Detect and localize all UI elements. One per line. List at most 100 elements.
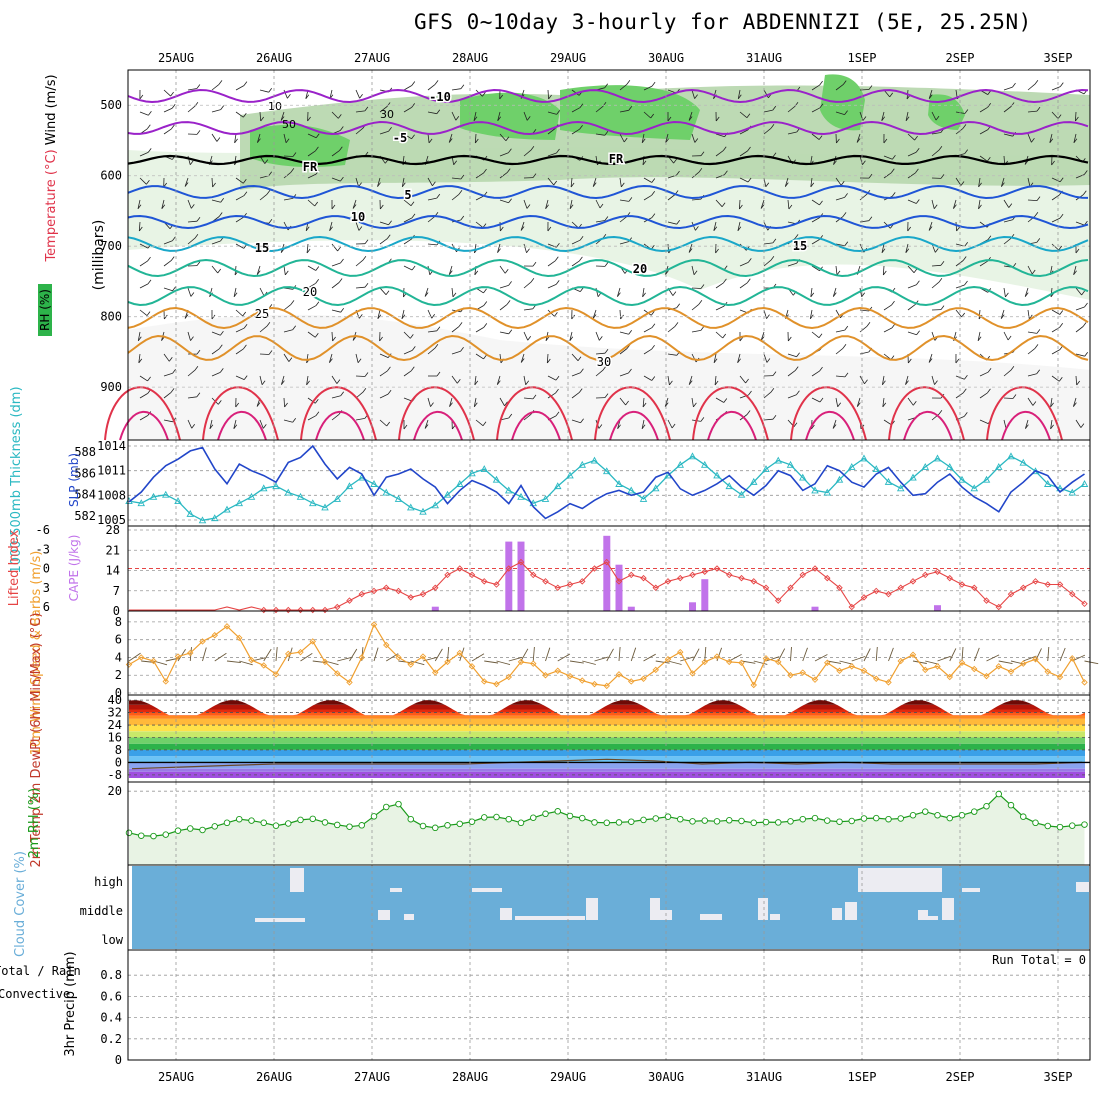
wind-barb xyxy=(233,292,238,298)
wind-barb xyxy=(340,176,344,182)
wind-barb xyxy=(835,111,845,115)
surface-temp-contour xyxy=(202,386,279,441)
wind-barb-10m xyxy=(875,646,878,662)
temperature-contour xyxy=(127,120,1089,136)
wind-barb xyxy=(698,300,703,305)
wind-barb xyxy=(1001,177,1005,187)
wind-barb xyxy=(187,331,191,341)
temperature-contour xyxy=(127,235,1089,253)
wind-barb xyxy=(859,155,863,165)
rh2m-point xyxy=(566,812,574,820)
wind-barb xyxy=(960,181,965,186)
wind-barb xyxy=(912,401,917,406)
wind-barb xyxy=(715,331,723,339)
wind-barb xyxy=(955,358,960,364)
wind-barb xyxy=(281,380,285,385)
lifted-index-point xyxy=(762,584,770,591)
rh-contour-label: 50 xyxy=(282,118,296,131)
rh2m-area xyxy=(129,794,1085,865)
wind-barb-10m xyxy=(349,648,358,662)
wind-speed-point xyxy=(248,656,255,664)
wind-barb xyxy=(259,419,264,429)
wind-barb xyxy=(306,248,311,254)
wind-barb xyxy=(497,116,502,121)
wind-barb xyxy=(523,413,532,421)
temperature-contours xyxy=(104,88,1089,441)
wind-barb xyxy=(217,400,222,405)
wind-speed-point xyxy=(1056,673,1064,681)
wind-barb xyxy=(355,127,364,135)
wind-barb xyxy=(793,422,798,427)
temp-tick: 24 xyxy=(108,718,122,732)
wind-barb xyxy=(978,177,981,187)
wind-barb xyxy=(1001,182,1005,187)
wind-barb xyxy=(211,199,221,203)
lifted-index-point xyxy=(713,565,721,572)
wind-barb xyxy=(579,124,583,130)
wind-barb xyxy=(811,397,821,403)
wind-barb xyxy=(1073,270,1077,275)
wind-barb xyxy=(1003,86,1013,91)
wind-barb xyxy=(170,91,174,97)
rh2m-point xyxy=(358,822,366,829)
wind-barb xyxy=(307,265,316,271)
wind-barb xyxy=(987,235,992,240)
wind-barb xyxy=(332,336,336,342)
wind-barb xyxy=(881,248,886,254)
wind-barb xyxy=(859,220,869,223)
wind-speed-point xyxy=(493,680,500,688)
wind-barb xyxy=(139,283,149,289)
wind-barb xyxy=(352,336,357,341)
cloud-gap xyxy=(515,916,585,920)
wind-speed-point xyxy=(370,621,378,628)
temp-band xyxy=(129,725,1085,732)
wind-speed-point xyxy=(824,659,831,667)
wind-barb xyxy=(451,326,460,333)
wind-barb xyxy=(979,106,988,113)
wind-barb xyxy=(931,199,935,209)
wind-barb xyxy=(147,148,152,153)
wind-speed-point xyxy=(1007,668,1015,675)
wind-barb xyxy=(260,116,265,122)
wind-barb xyxy=(604,216,609,221)
wind-barb xyxy=(555,375,560,381)
wind-barb xyxy=(642,270,646,276)
wind-barb xyxy=(290,300,295,305)
y-axis-pressure-label: (millibars) xyxy=(91,220,107,291)
temperature-contour-label: 5 xyxy=(404,188,411,202)
wind-barb xyxy=(452,292,457,298)
wind-barb xyxy=(138,353,141,363)
wind-barb xyxy=(763,242,773,245)
wind-barb xyxy=(978,199,981,209)
wind-barb xyxy=(934,248,939,253)
wind-barb xyxy=(234,155,237,165)
wind-barb xyxy=(411,81,416,86)
wind-barb xyxy=(905,248,910,253)
wind-barb xyxy=(189,160,194,165)
wind-barb xyxy=(571,392,580,399)
x-day-label-top: 26AUG xyxy=(256,51,292,65)
wind-barb xyxy=(401,182,406,188)
wind-barb xyxy=(460,347,464,352)
wind-barb xyxy=(187,369,196,377)
wind-barb xyxy=(882,397,885,407)
lifted-index-point xyxy=(1081,600,1088,608)
lifted-index-point xyxy=(346,597,353,604)
wind-barb xyxy=(427,197,437,201)
temp-tick: -8 xyxy=(108,768,122,782)
wind-barb xyxy=(745,378,749,384)
wind-barb-10m xyxy=(851,656,866,662)
surface-temp-contour xyxy=(707,410,757,441)
wind-barb xyxy=(190,204,195,209)
wind-barb xyxy=(667,353,677,356)
wind-barb xyxy=(723,398,728,403)
wind-speed-point xyxy=(211,631,218,639)
wind-barb xyxy=(379,204,384,210)
rh2m-point xyxy=(1020,813,1027,820)
wind-barb xyxy=(499,172,508,179)
wind-barb xyxy=(592,314,597,319)
wind-speed-point xyxy=(505,673,512,681)
wind-barb xyxy=(448,133,453,143)
wind-barb xyxy=(739,199,741,210)
